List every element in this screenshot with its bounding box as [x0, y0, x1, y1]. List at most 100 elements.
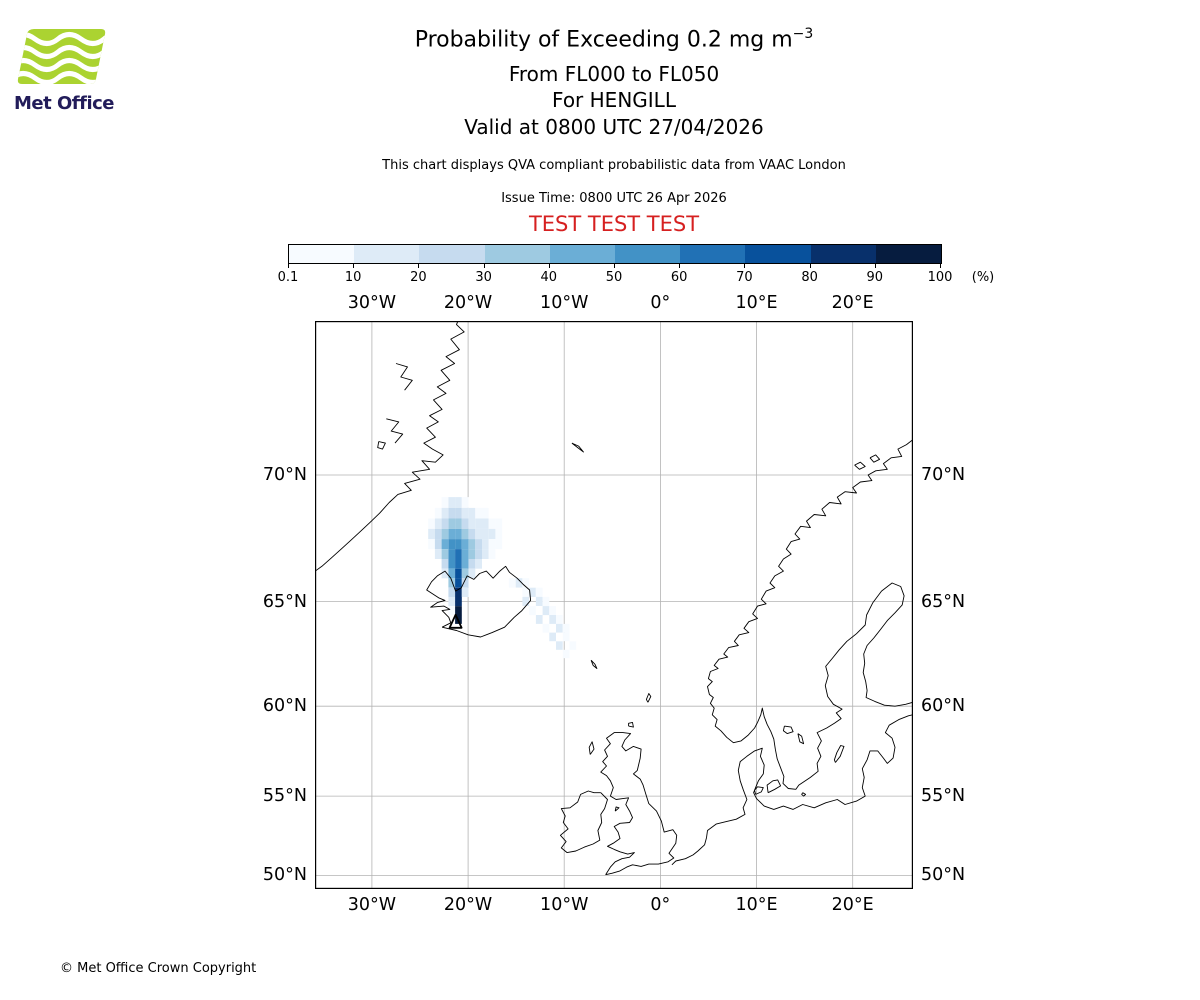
plume-cell [434, 549, 442, 559]
lon-tick-label-bottom: 30°W [347, 895, 397, 915]
plume-cell [434, 507, 442, 519]
coastline-gr_fjord2 [386, 418, 404, 444]
page-title-exponent: −3 [792, 26, 814, 42]
plume-cell [556, 623, 563, 633]
coastline-ireland [559, 790, 608, 854]
plume-cell [529, 606, 536, 616]
coastline-greenland [308, 302, 466, 577]
plume-cell [468, 507, 476, 519]
plume-cell [441, 528, 449, 540]
coastline-bornholm [801, 792, 807, 797]
plume-cell [482, 507, 489, 519]
coastline-orkney [628, 721, 634, 728]
colorbar [288, 244, 942, 264]
colorbar-tick-label: 70 [736, 270, 753, 285]
plume-cell [461, 497, 469, 508]
coastline-gr_island [377, 441, 386, 450]
plume-cell [455, 568, 462, 579]
colorbar-segment [419, 245, 485, 263]
plume-cell [455, 497, 462, 508]
plume-cell [562, 649, 570, 659]
lat-tick-label-left: 65°N [262, 591, 307, 612]
plume-cell [441, 539, 449, 550]
lon-tick-label-top: 20°E [831, 293, 874, 313]
plume-cell [461, 587, 469, 597]
colorbar-tick [744, 264, 746, 268]
colorbar-tick [809, 264, 811, 268]
plume-cell [535, 587, 543, 597]
plume-cell [441, 497, 449, 508]
plume-cell [488, 539, 496, 550]
copyright: © Met Office Crown Copyright [60, 961, 257, 976]
lat-tick-label-left: 50°N [262, 865, 307, 886]
plume-cell [475, 549, 482, 559]
colorbar-tick-label: 40 [540, 270, 558, 285]
coastline-fyn [754, 786, 764, 795]
plume-cell [448, 518, 456, 529]
plume-cell [522, 596, 530, 606]
plume-cell [461, 539, 469, 550]
page-title-text: Probability of Exceeding 0.2 mg m [414, 27, 793, 53]
plume-cell [542, 596, 550, 606]
colorbar-tick-label: 90 [866, 270, 884, 285]
plume-cell [455, 596, 462, 606]
plume-cell [428, 528, 435, 540]
plume-cell [434, 528, 442, 540]
plume-cell [455, 518, 462, 529]
plume-cell [556, 641, 563, 650]
plume-cell [542, 606, 550, 616]
plume-cell [448, 539, 456, 550]
plume-cell [441, 568, 449, 579]
plume-cell [455, 539, 462, 550]
plume-cell [562, 632, 570, 642]
plume-cell [475, 528, 482, 540]
plume-cell [482, 528, 489, 540]
plume-cell [441, 549, 449, 559]
plume-cell [535, 615, 543, 624]
lon-tick-label-bottom: 0° [650, 895, 671, 915]
colorbar-tick-label: 20 [410, 270, 427, 285]
test-banner: TEST TEST TEST [528, 212, 700, 236]
subtitle-volcano: For HENGILL [552, 88, 676, 112]
colorbar-tick [483, 264, 485, 268]
plume-cell [468, 568, 476, 579]
colorbar-tick-label: 100 [927, 270, 953, 285]
colorbar-unit-label: (%) [971, 270, 995, 285]
plume-cell [455, 587, 462, 597]
plume-cell [434, 539, 442, 550]
coastline-kvaloya [869, 454, 881, 463]
colorbar-tick [353, 264, 355, 268]
plume-cell [448, 568, 456, 579]
coastline-senja [854, 461, 866, 470]
plume-cell [461, 549, 469, 559]
plume-cell [428, 539, 435, 550]
plume-cell [495, 539, 503, 550]
colorbar-tick [874, 264, 876, 268]
coastline-hebrides [588, 741, 595, 755]
plume-cell [448, 528, 456, 540]
plume-cell [522, 587, 530, 597]
plume-cell [448, 587, 456, 597]
plume-cell [468, 539, 476, 550]
coastline-gr_fjord1 [395, 363, 413, 391]
plume-cell [455, 578, 462, 588]
lon-tick-label-top: 20°W [443, 293, 493, 313]
colorbar-tick-label: 80 [801, 270, 818, 285]
colorbar-tick [418, 264, 420, 268]
plume-cell [475, 559, 482, 569]
plume-cell [549, 632, 556, 642]
coastline-isle_of_man [614, 806, 620, 812]
plume-cell [448, 578, 456, 588]
plume-cell [448, 606, 456, 616]
plume-cell [448, 497, 456, 508]
lon-tick-label-bottom: 10°W [540, 895, 589, 915]
met-office-logo-mark [17, 29, 106, 84]
plume-cell [482, 518, 489, 529]
plume-cell [569, 641, 577, 650]
lat-tick-label-right: 65°N [921, 591, 966, 612]
colorbar-segment [289, 245, 355, 263]
plume-cell [482, 549, 489, 559]
coastline-vattern [797, 733, 805, 745]
plume-cell [488, 528, 496, 540]
plume-cell [455, 507, 462, 519]
